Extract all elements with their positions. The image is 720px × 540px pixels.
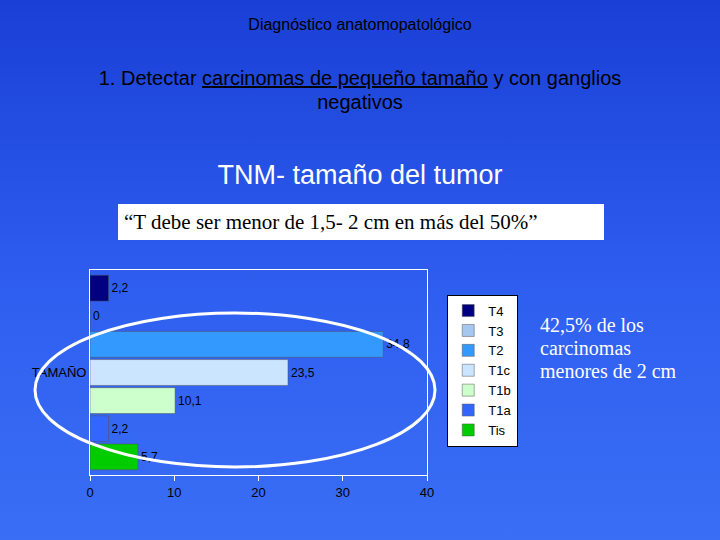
svg-text:T1b: T1b [488,383,510,398]
html-text:TNM- tamaño del tumor: TNM- tamaño del tumor [217,160,503,190]
svg-text:20: 20 [251,485,265,500]
svg-text:2,2: 2,2 [112,422,129,436]
html-text:1. Detectar carcinomas de pequ: 1. Detectar carcinomas de pequeño tamaño… [98,67,622,113]
svg-text:T1c: T1c [488,363,510,378]
svg-text:T2: T2 [488,343,503,358]
html-text:Diagnóstico anatomopatológico: Diagnóstico anatomopatológico [248,16,472,33]
svg-text:5,7: 5,7 [141,450,158,464]
svg-text:23,5: 23,5 [291,366,315,380]
svg-text:10: 10 [167,485,181,500]
svg-text:T1a: T1a [488,403,511,418]
svg-text:0: 0 [93,309,100,323]
svg-text:Tis: Tis [488,423,505,438]
svg-text:30: 30 [336,485,350,500]
html-text:42,5% de los carcinomas menore: 42,5% de los carcinomas menores de 2 cm [540,314,677,382]
svg-text:34,8: 34,8 [386,337,410,351]
svg-text:T3: T3 [488,324,503,339]
svg-text:TAMAÑO: TAMAÑO [32,365,87,380]
html-text:“T debe ser menor de 1,5- 2 cm: “T debe ser menor de 1,5- 2 cm en más de… [124,210,538,234]
svg-text:10,1: 10,1 [178,394,202,408]
svg-text:40: 40 [420,485,434,500]
svg-text:0: 0 [86,485,93,500]
svg-text:2,2: 2,2 [112,281,129,295]
svg-text:T4: T4 [488,304,503,319]
